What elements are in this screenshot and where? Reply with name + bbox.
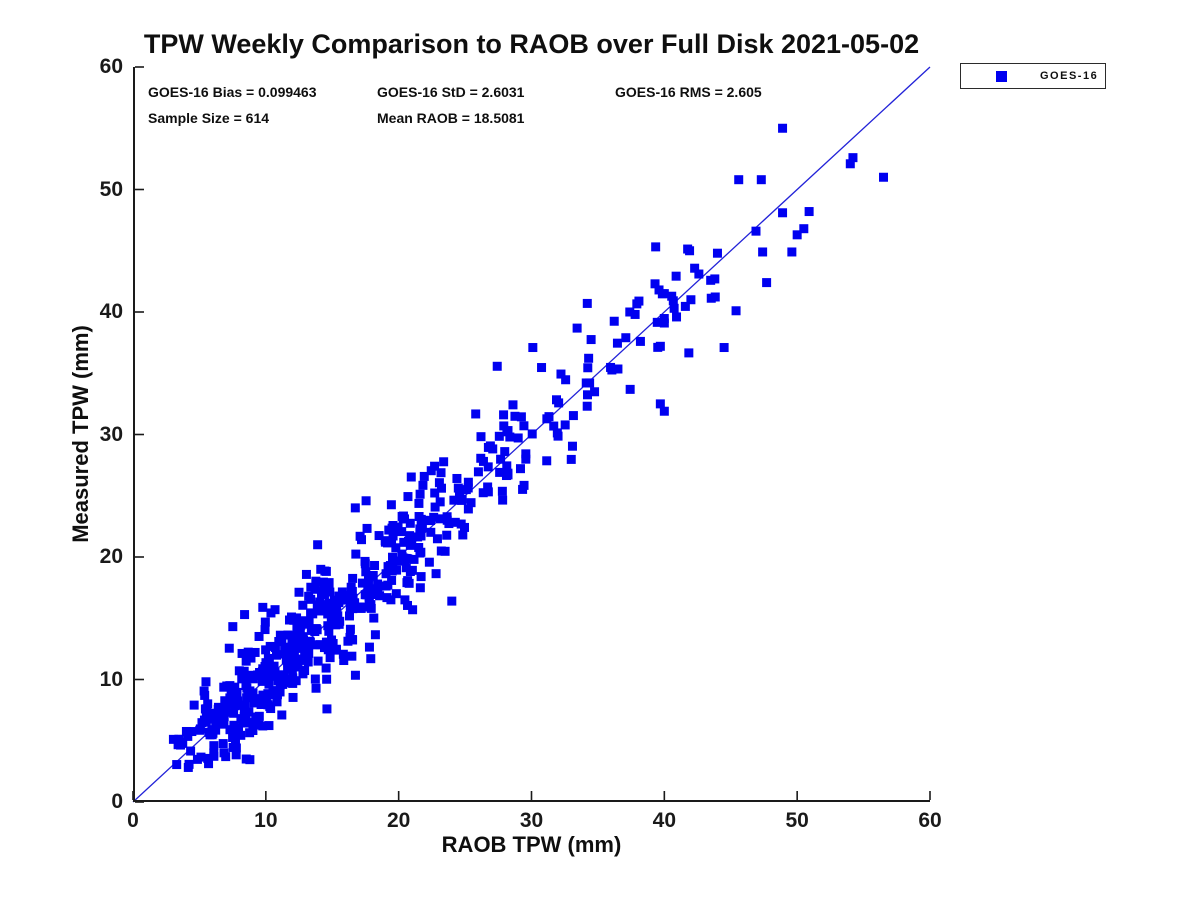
y-tick-label: 0: [111, 790, 123, 813]
stat-mean-raob: Mean RAOB = 18.5081: [377, 110, 525, 126]
legend-box: GOES-16: [960, 63, 1106, 89]
legend-entry-label: GOES-16: [1040, 70, 1099, 82]
y-tick-label: 20: [99, 545, 123, 568]
x-tick-label: 10: [254, 809, 278, 832]
x-tick-label: 0: [127, 809, 139, 832]
x-tick-label: 50: [785, 809, 809, 832]
x-tick-label: 30: [519, 809, 544, 832]
y-tick-label: 50: [99, 177, 123, 201]
y-tick-label: 30: [99, 422, 123, 446]
y-tick-label: 40: [99, 300, 123, 323]
legend-marker-square-icon: [996, 70, 1007, 82]
chart-title: TPW Weekly Comparison to RAOB over Full …: [143, 29, 920, 59]
y-axis-label: Measured TPW (mm): [68, 325, 93, 543]
stat-bias: GOES-16 Bias = 0.099463: [148, 84, 317, 100]
plot-area: [132, 66, 931, 803]
stat-std: GOES-16 StD = 2.6031: [377, 84, 525, 100]
y-tick-label: 10: [99, 667, 123, 691]
x-tick-label: 60: [918, 809, 942, 832]
x-tick-label: 40: [652, 809, 676, 832]
y-tick-label: 60: [99, 55, 123, 78]
stat-rms: GOES-16 RMS = 2.605: [615, 84, 762, 100]
x-tick-label: 20: [386, 809, 411, 832]
x-axis-label: RAOB TPW (mm): [441, 832, 622, 857]
stat-sample-size: Sample Size = 614: [148, 110, 270, 126]
